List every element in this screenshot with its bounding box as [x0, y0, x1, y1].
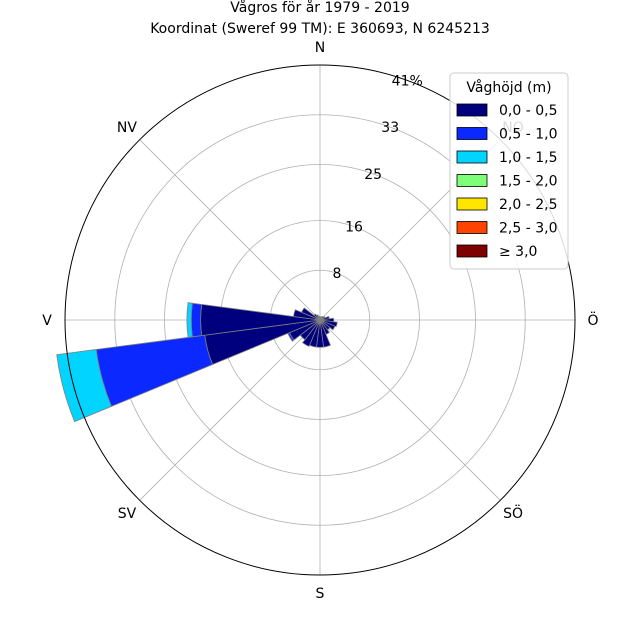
radial-tick-label-0: 8	[333, 266, 342, 282]
legend-title: Våghöjd (m)	[466, 79, 551, 96]
legend-swatch-4	[456, 197, 488, 211]
direction-label-3: SV	[118, 506, 137, 522]
legend-swatch-2	[456, 150, 488, 164]
legend-swatch-6	[456, 244, 488, 258]
legend-frame	[449, 72, 569, 270]
radial-tick-labels: 8 16 25 33 41%	[333, 73, 423, 282]
legend-swatch-5	[456, 221, 488, 234]
grid-spoke-5	[139, 319, 321, 501]
sector-bar-270-bin-1	[190, 302, 203, 338]
sector-bar-270-bin-2	[186, 302, 193, 338]
chart-title-line1: Vågros för år 1979 - 2019	[230, 0, 409, 16]
legend-label-6: ≥ 3,0	[499, 244, 537, 260]
direction-label-1: NV	[117, 120, 137, 136]
legend-label-2: 1,0 - 1,5	[499, 150, 557, 166]
sector-bar-255-bin-2	[56, 349, 112, 423]
grid-spoke-3	[319, 319, 501, 501]
legend-swatch-0	[456, 103, 488, 117]
polar-outer-frame	[64, 64, 576, 576]
direction-label-6: Ö	[587, 311, 598, 329]
direction-label-2: V	[42, 313, 52, 329]
direction-label-4: S	[316, 586, 325, 602]
polar-grid	[65, 65, 575, 575]
grid-spoke-7	[139, 139, 321, 321]
sector-bar-255-bin-1	[95, 334, 214, 407]
legend: Våghöjd (m) 0,0 - 0,5 0,5 - 1,0 1,0 - 1,5 1…	[449, 72, 569, 270]
legend-label-1: 0,5 - 1,0	[499, 127, 557, 143]
direction-label-0: N	[315, 40, 325, 56]
legend-entries: 0,0 - 0,5 0,5 - 1,0 1,0 - 1,5 1,5 - 2,0 2,0 …	[456, 103, 557, 260]
radial-tick-label-1: 16	[345, 219, 363, 235]
legend-swatch-1	[456, 127, 488, 140]
radial-tick-label-4: 41%	[392, 73, 423, 89]
sector-bars	[56, 302, 338, 423]
legend-label-5: 2,5 - 3,0	[499, 221, 557, 237]
sector-bar-345-bin-0	[318, 315, 321, 321]
sector-bar-210-bin-0	[302, 319, 321, 347]
direction-label-5: SÖ	[503, 504, 523, 522]
radial-tick-label-3: 33	[381, 120, 399, 136]
legend-label-0: 0,0 - 0,5	[499, 103, 557, 119]
legend-swatch-3	[456, 174, 488, 187]
chart-title-line2: Koordinat (Sweref 99 TM): E 360693, N 62…	[150, 21, 490, 37]
legend-label-4: 2,0 - 2,5	[499, 197, 557, 213]
radial-tick-label-2: 25	[364, 167, 382, 183]
legend-label-3: 1,5 - 2,0	[499, 174, 557, 190]
